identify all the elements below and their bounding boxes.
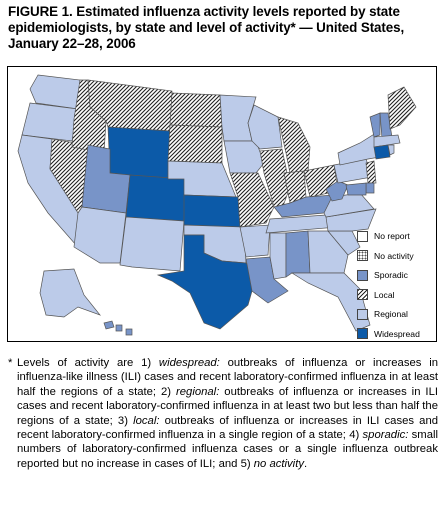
state-or-regional [21,102,79,142]
legend-label: No activity [374,250,414,261]
state-wa-regional [29,74,81,110]
state-sd-local [167,124,223,164]
state-nm-regional [119,216,185,272]
legend-item-no-activity: No activity [357,248,439,265]
state-ks-widespread [183,194,241,228]
state-ma-regional [373,134,401,148]
state-wv-sporadic [325,180,349,202]
state-ri-regional [387,144,395,156]
legend-item-widespread: Widespread [357,326,439,343]
us-map [17,74,417,336]
state-ia-regional [223,140,265,174]
legend-swatch-local [357,289,368,301]
state-nj-local [365,160,377,184]
legend-swatch-no-report [357,230,368,242]
state-wy-widespread [107,126,171,180]
legend-label: Widespread [374,328,420,339]
footnote-marker: * [8,357,13,369]
state-ct-widespread [373,144,391,160]
state-fl-regional [290,272,371,332]
state-hi-island-1 [115,324,123,332]
legend-item-no-report: No report [357,228,439,245]
state-ar-regional [239,224,271,258]
state-ak-regional [39,268,102,318]
state-hi-sporadic [103,320,115,330]
state-az-regional [73,206,127,264]
legend-label: No report [374,231,410,242]
state-mo-local [229,172,275,228]
footnote: * Levels of activity are 1) widespread: … [8,356,438,471]
state-vt-sporadic [369,112,381,138]
legend-swatch-widespread [357,328,368,340]
footnote-text: Levels of activity are 1) widespread: ou… [17,357,439,470]
legend-swatch-no-activity [357,250,368,262]
state-co-widespread [125,174,187,222]
legend-swatch-regional [357,308,368,320]
state-de-sporadic [365,182,375,194]
map-legend: No report No activity Sporadic Local Reg… [357,228,439,345]
legend-swatch-sporadic [357,269,368,281]
state-nd-local [169,92,223,128]
legend-item-regional: Regional [357,306,439,323]
legend-label: Local [374,289,395,300]
state-tx-widespread [156,234,257,330]
state-hi-island-2 [125,328,133,336]
legend-item-sporadic: Sporadic [357,267,439,284]
legend-label: Sporadic [374,270,408,281]
state-al-sporadic [285,230,311,278]
state-ms-regional [269,232,287,280]
state-md-sporadic [345,182,367,196]
state-wi-regional [247,104,283,150]
map-frame [7,66,437,342]
figure-title: FIGURE 1. Estimated influenza activity l… [8,4,405,51]
state-ga-regional [307,230,349,274]
legend-label: Regional [374,309,408,320]
legend-item-local: Local [357,287,439,304]
state-me-local [387,86,417,130]
